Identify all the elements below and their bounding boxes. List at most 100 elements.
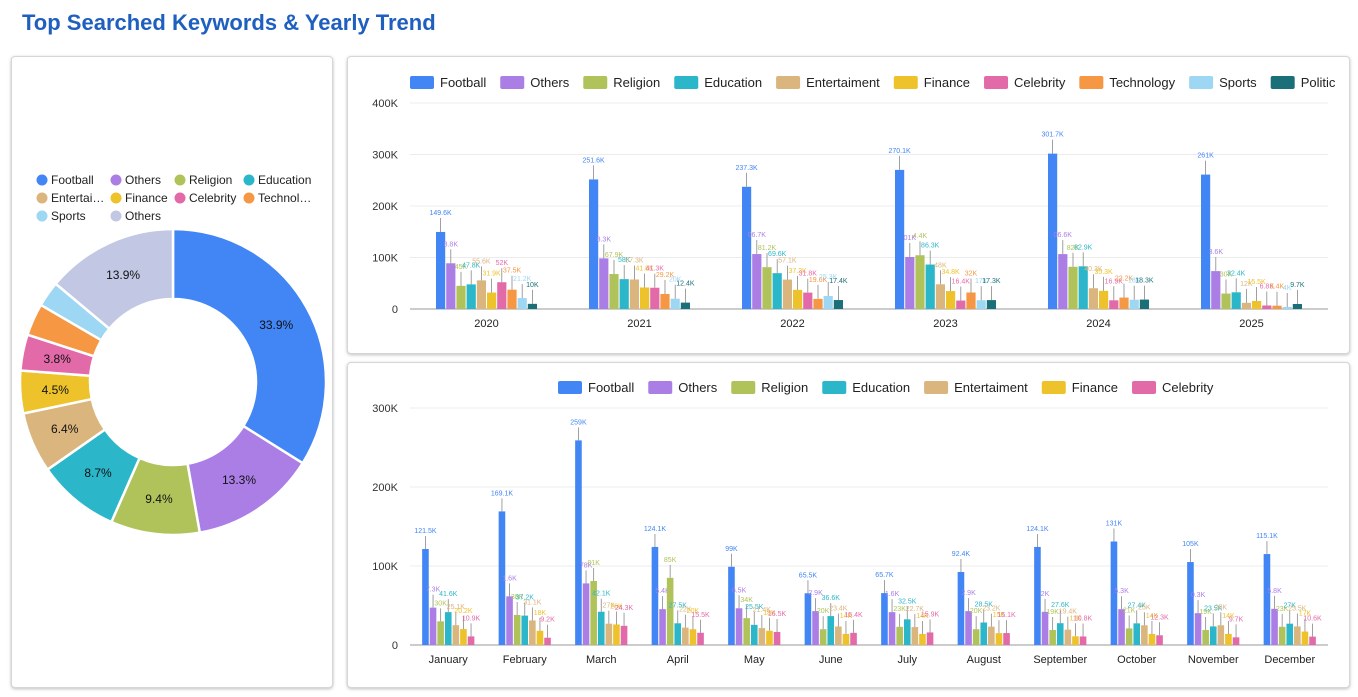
legend-item-otherspie: Others <box>110 209 161 223</box>
data-label-football-august: 92.4K <box>952 551 971 558</box>
bar-education-april <box>674 623 682 645</box>
bar-others-february <box>506 596 513 645</box>
y-tick-label: 100K <box>372 561 398 573</box>
legend-swatch-religion <box>583 76 608 89</box>
legend-swatch-politic <box>1270 76 1295 89</box>
x-tick-label-september: September <box>1033 654 1087 666</box>
bar-sports-2025 <box>1282 306 1292 309</box>
bar-finance-february <box>536 630 544 645</box>
bar-celebrity-2023 <box>956 300 966 309</box>
legend-label-religion: Religion <box>613 75 660 90</box>
bar-entertaiment-july <box>911 627 919 645</box>
bar-politic-2020 <box>527 303 537 309</box>
legend-label-otherspie: Others <box>125 209 161 223</box>
bar-education-september <box>1056 623 1064 645</box>
bar-education-2022 <box>772 273 782 309</box>
legend-item-celebrity: Celebrity <box>174 191 236 205</box>
donut-label-otherspie: 13.9% <box>106 268 140 282</box>
bar-technology-2020 <box>507 289 517 309</box>
bar-entertaiment-october <box>1141 625 1148 645</box>
legend-item-football: Football <box>36 173 94 187</box>
legend-item-education: Education <box>243 173 311 187</box>
bar-politic-2022 <box>833 300 843 309</box>
donut-label-others: 13.3% <box>222 473 256 487</box>
legend-swatch-education <box>822 381 847 394</box>
bar-education-january <box>444 612 452 645</box>
data-label-entertaiment-march: 27K <box>603 603 616 610</box>
data-label-religion-july: 23K <box>893 606 906 613</box>
legend-item-others: Others <box>648 380 718 395</box>
bar-education-november <box>1209 626 1217 645</box>
x-tick-label-june: June <box>819 654 843 666</box>
data-label-football-january: 121.5K <box>414 528 437 535</box>
data-label-education-april: 27.5K <box>669 602 688 609</box>
data-label-football-june: 65.5K <box>799 572 818 579</box>
legend-label-technology: Technol… <box>258 191 311 205</box>
bar-football-december <box>1263 554 1271 645</box>
legend-item-finance: Finance <box>1041 380 1118 395</box>
data-label-finance-september: 11K <box>1069 615 1081 622</box>
bar-religion-february <box>513 614 521 645</box>
data-label-sports-2020: 21.2K <box>513 276 532 283</box>
data-label-football-2022: 237.3K <box>736 165 759 172</box>
bar-football-october <box>1110 541 1118 645</box>
legend-label-sports: Sports <box>51 209 86 223</box>
data-label-religion-2023: 4.4K <box>913 233 928 240</box>
data-label-celebrity-december: 10.6K <box>1303 616 1322 623</box>
data-label-education-2020: 47.8K <box>462 262 481 269</box>
bar-religion-november <box>1202 629 1209 645</box>
data-label-finance-2021: 41.8K <box>635 265 654 272</box>
bar-entertaiment-2023 <box>935 284 945 309</box>
legend-swatch-celebrity <box>984 76 1009 89</box>
data-label-others-september: 2K <box>1041 591 1050 598</box>
bar-politic-2023 <box>986 300 996 309</box>
bar-finance-may <box>766 630 773 645</box>
legend-label-football: Football <box>440 75 486 90</box>
data-label-others-november: 0.3K <box>1191 592 1206 599</box>
legend-item-technology: Technology <box>1079 75 1176 90</box>
legend-swatch-celebrity <box>1132 381 1157 394</box>
y-tick-label: 200K <box>372 201 398 213</box>
x-tick-label-january: January <box>429 654 469 666</box>
legend-label-celebrity: Celebrity <box>1162 380 1214 395</box>
data-label-finance-2024: 35.3K <box>1094 269 1113 276</box>
legend-item-religion: Religion <box>174 173 232 187</box>
data-label-politic-2024: 18.3K <box>1135 278 1154 285</box>
y-tick-label: 100K <box>372 253 398 265</box>
bar-celebrity-december <box>1309 636 1316 645</box>
bar-others-june <box>812 611 819 645</box>
bar-finance-april <box>689 629 697 645</box>
data-label-technology-2020: 37.5K <box>503 268 522 275</box>
data-label-entertaiment-2023: 48K <box>934 262 947 269</box>
data-label-others-2023: 01K <box>904 235 917 242</box>
data-label-football-march: 259K <box>570 419 587 426</box>
bar-sports-2021 <box>670 298 680 309</box>
bar-religion-2024 <box>1068 266 1078 309</box>
data-label-finance-june: 14K <box>840 613 853 620</box>
legend-swatch-religion <box>731 381 756 394</box>
data-label-sports-2023: 17K <box>975 278 988 285</box>
bar-finance-august <box>995 633 1003 645</box>
data-label-sports-2024: 18K <box>1128 278 1141 285</box>
bar-politic-2024 <box>1139 299 1149 309</box>
data-label-celebrity-september: 10.8K <box>1074 615 1093 622</box>
bar-finance-2025 <box>1252 301 1262 309</box>
legend-item-football: Football <box>410 75 486 90</box>
bar-celebrity-february <box>544 637 551 645</box>
bar-football-2022 <box>742 186 752 309</box>
bar-sports-2024 <box>1129 299 1139 309</box>
bar-celebrity-november <box>1232 637 1240 645</box>
legend-item-sports: Sports <box>1189 75 1257 90</box>
bar-religion-2023 <box>915 255 925 309</box>
data-label-finance-february: 18K <box>534 610 547 617</box>
data-label-entertaiment-october: 25K <box>1138 604 1151 611</box>
data-label-education-october: 27.4K <box>1128 602 1147 609</box>
legend-swatch-celebrity <box>174 192 186 204</box>
y-tick-label: 0 <box>392 304 398 316</box>
bar-education-march <box>597 611 605 645</box>
legend-item-religion: Religion <box>583 75 660 90</box>
bar-others-2025 <box>1211 271 1221 309</box>
data-label-celebrity-may: 16.5K <box>768 611 787 618</box>
legend-swatch-entertaiment <box>924 381 949 394</box>
bar-others-march <box>582 583 590 645</box>
